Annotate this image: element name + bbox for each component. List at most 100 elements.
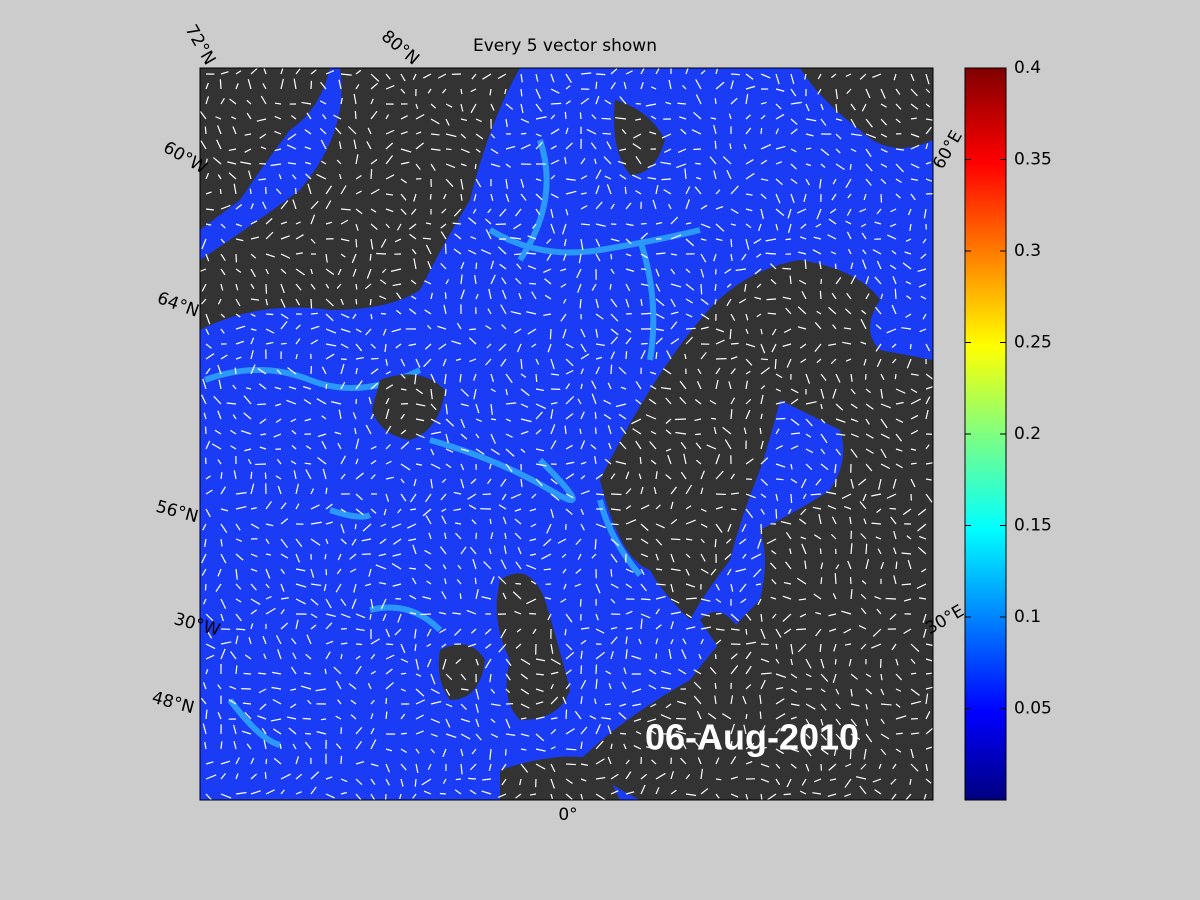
vector — [400, 658, 409, 663]
vector — [619, 703, 627, 707]
vector — [790, 178, 798, 185]
vector — [233, 183, 237, 195]
vector — [745, 651, 752, 660]
vector — [235, 553, 244, 561]
vector — [307, 183, 312, 195]
vector — [497, 246, 507, 255]
vector — [400, 208, 407, 215]
vector — [730, 665, 739, 675]
vector — [505, 718, 511, 729]
vector — [880, 433, 890, 439]
vector — [850, 388, 856, 395]
vector — [541, 553, 552, 560]
vector — [265, 553, 272, 556]
vector — [244, 711, 252, 720]
vector — [830, 533, 837, 540]
vector — [460, 433, 468, 440]
vector — [790, 763, 797, 769]
vector — [694, 732, 702, 735]
vector — [400, 429, 407, 435]
vector — [443, 193, 447, 200]
vector — [291, 430, 297, 435]
vector — [922, 313, 927, 320]
vector — [481, 596, 492, 600]
vector — [265, 218, 273, 225]
vector — [280, 283, 285, 294]
vector — [565, 178, 576, 181]
vector — [902, 508, 912, 516]
vector — [531, 343, 537, 348]
vector — [820, 433, 828, 444]
vector — [272, 671, 282, 675]
vector — [850, 543, 853, 555]
vector — [595, 313, 604, 320]
vector — [367, 127, 372, 135]
vector — [895, 103, 902, 110]
vector — [820, 388, 825, 399]
vector — [370, 793, 376, 800]
vector — [651, 759, 657, 765]
vector — [351, 253, 357, 264]
grid-label: 0° — [558, 805, 577, 825]
vector — [520, 388, 530, 397]
vector — [757, 598, 762, 606]
vector — [355, 356, 365, 360]
vector — [250, 203, 254, 210]
vector — [355, 238, 358, 248]
vector — [607, 725, 612, 735]
vector — [880, 133, 888, 138]
vector — [910, 732, 920, 735]
vector — [815, 611, 822, 615]
vector — [895, 448, 903, 452]
vector — [860, 607, 867, 615]
vector — [831, 193, 837, 201]
vector — [625, 268, 635, 272]
vector — [846, 88, 852, 95]
vector — [385, 668, 393, 675]
vector — [505, 418, 512, 422]
vector — [562, 696, 567, 705]
vector — [470, 628, 477, 634]
vector — [590, 444, 597, 450]
vector — [617, 160, 627, 165]
vector — [925, 686, 933, 690]
vector — [455, 778, 462, 781]
vector — [469, 789, 477, 795]
vector — [250, 328, 257, 331]
vector — [337, 268, 342, 276]
vector — [890, 208, 897, 213]
vector — [640, 568, 645, 576]
vector — [550, 440, 557, 450]
vector — [916, 583, 927, 589]
vector — [205, 353, 215, 360]
vector — [865, 148, 872, 157]
vector — [543, 313, 552, 317]
vector — [430, 431, 442, 435]
vector — [835, 418, 846, 423]
vector — [235, 568, 238, 580]
vector — [845, 73, 852, 77]
vector — [775, 161, 783, 165]
vector — [235, 492, 247, 495]
vector — [790, 88, 797, 97]
vector — [379, 295, 387, 300]
vector — [445, 418, 455, 427]
vector — [849, 576, 852, 585]
vector — [340, 73, 352, 76]
vector — [260, 95, 267, 105]
vector — [745, 665, 752, 675]
vector — [550, 208, 554, 218]
vector — [651, 86, 657, 90]
vector — [355, 613, 366, 619]
vector — [861, 232, 867, 240]
vector — [863, 518, 867, 525]
vector — [790, 432, 801, 435]
vector — [292, 652, 297, 660]
vector — [520, 373, 527, 378]
vector — [520, 178, 525, 188]
vector — [212, 157, 222, 165]
vector — [700, 613, 711, 617]
vector — [400, 688, 406, 692]
vector — [202, 682, 207, 690]
vector — [580, 461, 587, 465]
